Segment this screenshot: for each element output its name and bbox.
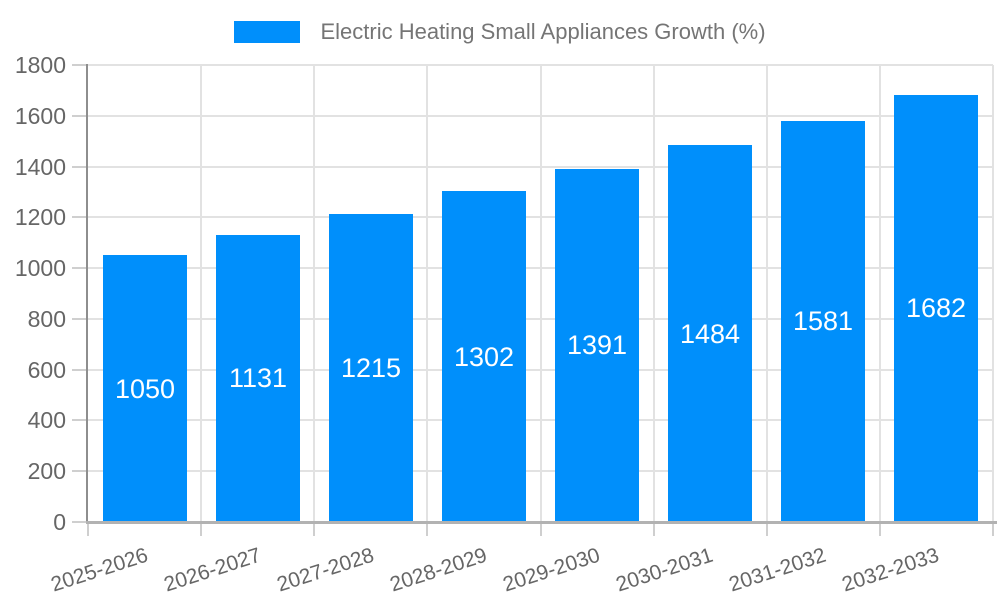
y-axis-tick-label: 1800: [14, 52, 66, 78]
bar-value-label: 1302: [453, 342, 515, 372]
legend-label: Electric Heating Small Appliances Growth…: [320, 19, 766, 44]
bar: [216, 235, 300, 521]
y-axis-tick: [72, 419, 88, 421]
x-axis-category-label: 2032-2033: [838, 543, 942, 597]
bar: [894, 95, 978, 521]
x-axis-category-label: 2027-2028: [273, 543, 377, 597]
gridline-vertical: [766, 65, 768, 522]
gridline-vertical: [879, 65, 881, 522]
y-axis-tick: [72, 470, 88, 472]
legend-swatch-icon: [234, 21, 301, 43]
gridline-vertical: [653, 65, 655, 522]
x-axis-tick: [879, 524, 881, 536]
x-axis-tick: [426, 524, 428, 536]
bar-value-label: 1215: [340, 353, 402, 383]
gridline-vertical: [540, 65, 542, 522]
x-axis-category-label: 2031-2032: [725, 543, 829, 597]
x-axis-category-label: 2025-2026: [47, 543, 151, 597]
gridline-vertical: [200, 65, 202, 522]
y-axis-line: [86, 64, 88, 524]
x-axis-line: [86, 521, 997, 524]
y-axis-tick: [72, 216, 88, 218]
x-axis-tick: [200, 524, 202, 536]
x-axis-category-label: 2026-2027: [160, 543, 264, 597]
gridline-vertical: [992, 65, 994, 522]
bar-value-label: 1131: [228, 363, 288, 393]
bar-value-label: 1581: [792, 306, 854, 336]
y-axis-tick-label: 0: [53, 509, 66, 535]
y-axis-tick: [72, 521, 88, 523]
y-axis-tick-label: 1600: [14, 103, 66, 129]
x-axis-tick: [313, 524, 315, 536]
bar: [329, 214, 413, 521]
y-axis-tick: [72, 318, 88, 320]
bar-value-label: 1050: [114, 374, 176, 404]
y-axis-tick-label: 200: [27, 458, 66, 484]
y-axis-tick: [72, 115, 88, 117]
gridline-vertical: [426, 65, 428, 522]
x-axis-tick: [540, 524, 542, 536]
bar: [555, 169, 639, 521]
bar: [781, 121, 865, 521]
y-axis-tick: [72, 369, 88, 371]
y-axis-tick: [72, 267, 88, 269]
y-axis-tick-label: 1000: [14, 255, 66, 281]
bar-value-label: 1484: [679, 319, 741, 349]
gridline-vertical: [313, 65, 315, 522]
y-axis-tick-label: 1400: [14, 154, 66, 180]
x-axis-category-label: 2029-2030: [499, 543, 603, 597]
x-axis-tick: [653, 524, 655, 536]
x-axis-tick: [87, 524, 89, 536]
y-axis-tick-label: 800: [27, 306, 66, 332]
bar: [103, 255, 187, 521]
bar-value-label: 1682: [905, 293, 967, 323]
bar-value-label: 1391: [566, 330, 628, 360]
y-axis-tick-label: 1200: [14, 204, 66, 230]
y-axis-tick: [72, 166, 88, 168]
x-axis-category-label: 2028-2029: [386, 543, 490, 597]
y-axis-tick: [72, 64, 88, 66]
bar: [442, 191, 526, 521]
y-axis-tick-label: 400: [27, 407, 66, 433]
chart-legend[interactable]: Electric Heating Small Appliances Growth…: [0, 18, 1000, 46]
bar: [668, 145, 752, 521]
x-axis-tick: [766, 524, 768, 536]
x-axis-category-label: 2030-2031: [612, 543, 716, 597]
x-axis-tick: [992, 524, 994, 536]
y-axis-tick-label: 600: [27, 357, 66, 383]
